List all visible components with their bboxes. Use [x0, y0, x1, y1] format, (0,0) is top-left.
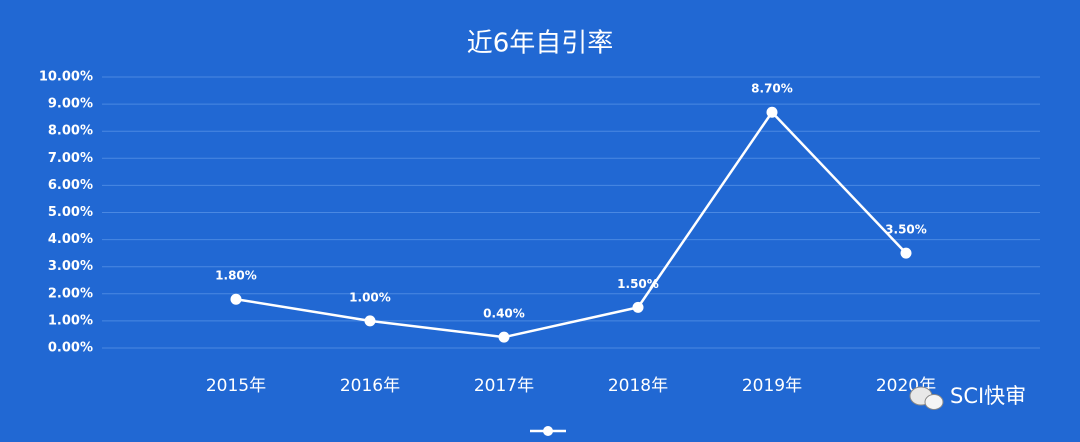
legend — [530, 426, 566, 436]
y-tick-label: 3.00% — [48, 259, 93, 274]
value-label: 1.00% — [349, 290, 391, 304]
value-label: 3.50% — [885, 223, 927, 237]
value-label: 0.40% — [483, 307, 525, 321]
watermark: SCI快审 — [909, 384, 1026, 410]
x-tick-label: 2016年 — [340, 376, 400, 396]
y-tick-label: 7.00% — [48, 151, 93, 166]
value-label: 8.70% — [751, 82, 793, 96]
y-tick-label: 9.00% — [48, 97, 93, 112]
point — [498, 331, 510, 343]
watermark-text: SCI快审 — [950, 384, 1026, 408]
plot: 0.00% 1.00% 2.00% 3.00% 4.00% 5.00% 6.00% 7.00%… — [39, 70, 1040, 396]
y-tick-label: 10.00% — [39, 70, 93, 85]
point — [364, 315, 376, 327]
x-tick-label: 2017年 — [474, 376, 534, 396]
y-tick-label: 4.00% — [48, 232, 93, 247]
point — [230, 293, 242, 305]
x-tick-label: 2015年 — [206, 376, 266, 396]
y-tick-label: 1.00% — [48, 313, 93, 328]
y-tick-label: 6.00% — [48, 178, 93, 193]
value-label: 1.80% — [215, 269, 257, 283]
point — [766, 106, 778, 118]
chart-title: 近6年自引率 — [467, 29, 614, 59]
point — [632, 301, 644, 313]
y-tick-label: 5.00% — [48, 205, 93, 220]
value-label: 1.50% — [617, 277, 659, 291]
y-tick-label: 2.00% — [48, 286, 93, 301]
x-tick-label: 2019年 — [742, 376, 802, 396]
watermark-icon — [924, 394, 944, 410]
point — [900, 247, 912, 259]
legend-marker — [543, 426, 553, 436]
line — [235, 110, 907, 339]
y-tick-label: 8.00% — [48, 124, 93, 139]
y-tick-label: 0.00% — [48, 341, 93, 356]
x-tick-label: 2018年 — [608, 376, 668, 396]
